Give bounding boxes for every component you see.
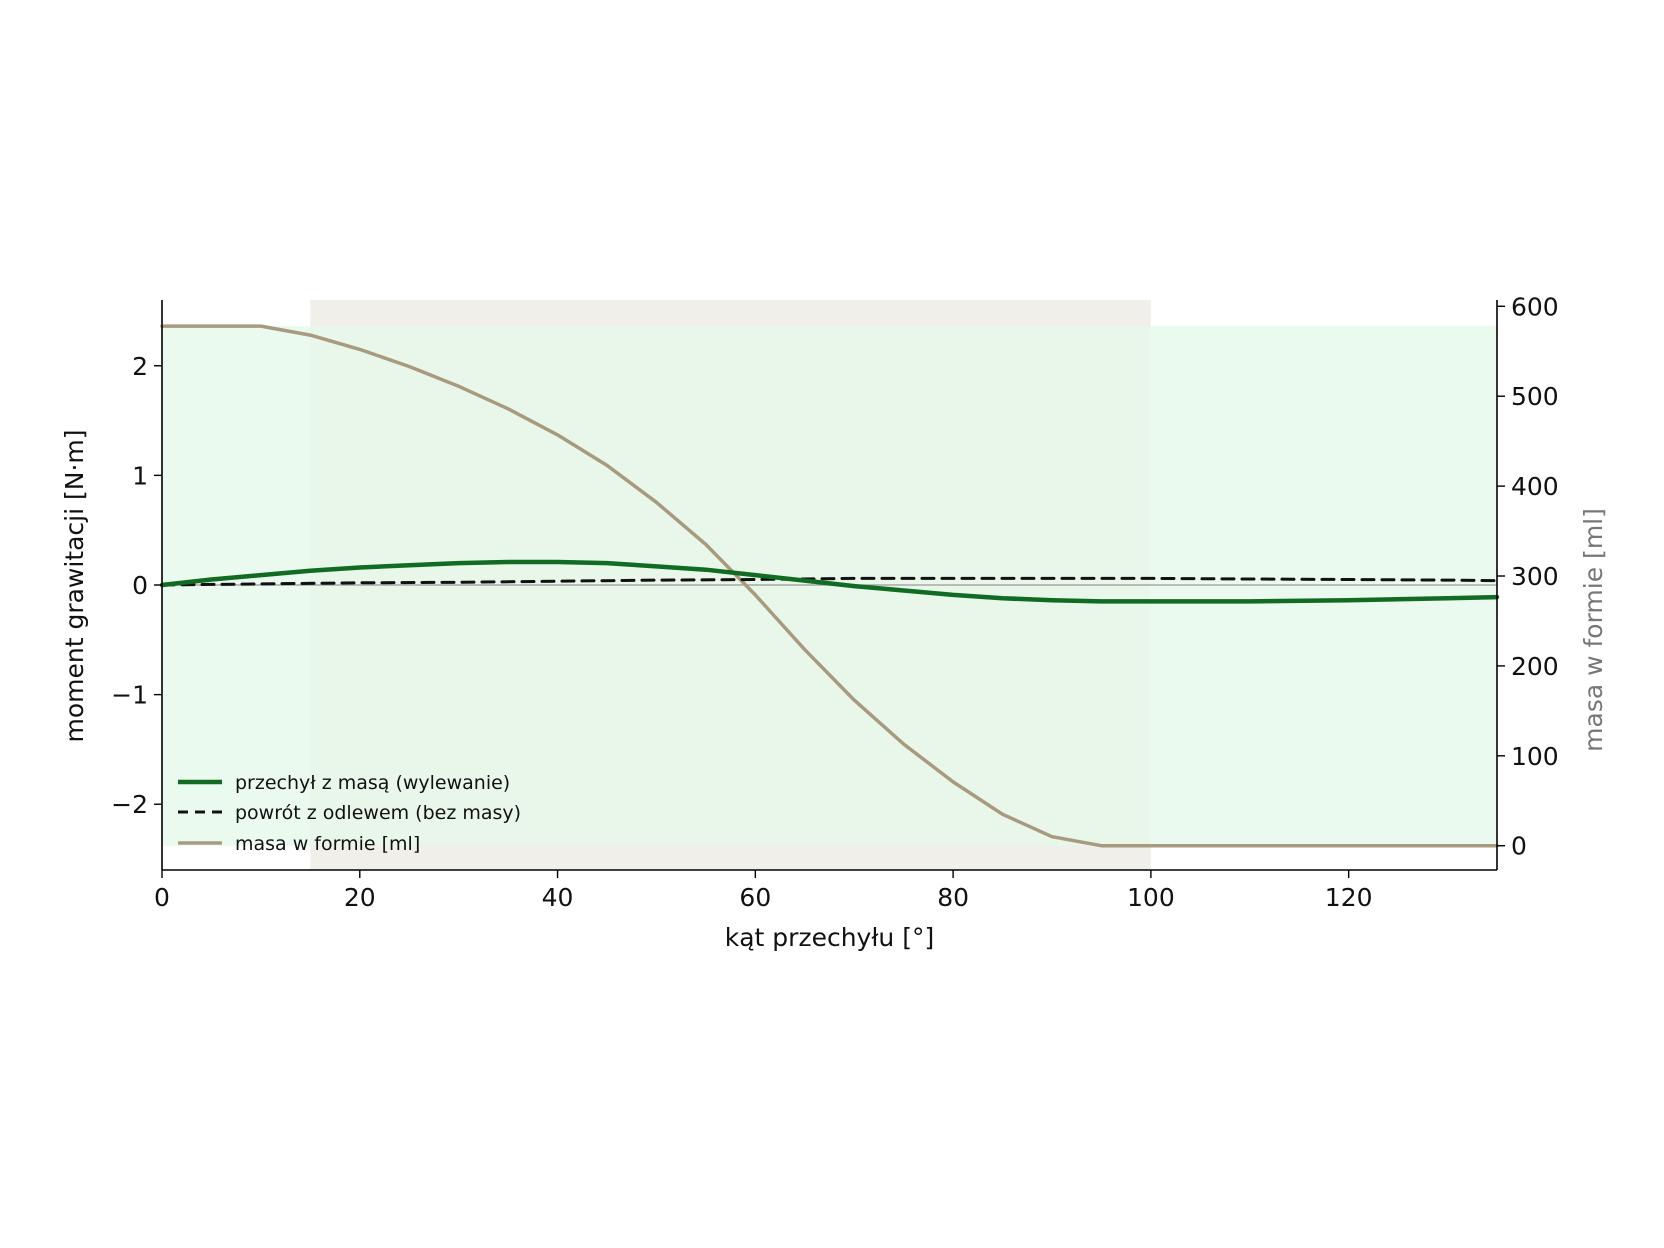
y-axis-label-left: moment grawitacji [N·m] bbox=[60, 429, 89, 742]
legend-label-0: przechył z masą (wylewanie) bbox=[235, 772, 510, 794]
legend-label-2: masa w formie [ml] bbox=[235, 833, 420, 855]
y-right-tick-label-6: 0 bbox=[1511, 832, 1527, 861]
x-tick-label-5: 100 bbox=[1127, 883, 1175, 912]
y-tick-label-3: −1 bbox=[111, 681, 148, 710]
ticks: 0 20 40 60 80 100 120 2 1 0 −1 −2 600 500 400 300 200 100… bbox=[111, 292, 1559, 912]
x-tick-label-2: 40 bbox=[542, 883, 574, 912]
x-tick-label-6: 120 bbox=[1325, 883, 1373, 912]
series-lines bbox=[159, 324, 1500, 848]
y-axis-label-right: masa w formie [ml] bbox=[1579, 508, 1608, 752]
y-right-tick-label-4: 200 bbox=[1511, 652, 1559, 681]
y-right-tick-label-1: 500 bbox=[1511, 382, 1559, 411]
series-line-0 bbox=[159, 559, 1500, 604]
x-tick-label-1: 20 bbox=[344, 883, 376, 912]
x-tick-label-3: 60 bbox=[739, 883, 771, 912]
y-right-tick-label-3: 300 bbox=[1511, 562, 1559, 591]
legend: przechył z masą (wylewanie) powrót z odle… bbox=[178, 772, 521, 855]
series-line-2 bbox=[160, 324, 1499, 848]
series-line-1 bbox=[160, 576, 1499, 587]
y-right-tick-label-0: 600 bbox=[1511, 292, 1559, 321]
shade-band-y-1 bbox=[162, 326, 1497, 846]
y-tick-label-2: 0 bbox=[132, 571, 148, 600]
y-right-tick-label-5: 100 bbox=[1511, 742, 1559, 771]
x-tick-label-0: 0 bbox=[154, 883, 170, 912]
x-axis-label: kąt przechyłu [°] bbox=[725, 923, 935, 952]
y-tick-label-1: 1 bbox=[132, 461, 148, 490]
y-right-tick-label-2: 400 bbox=[1511, 472, 1559, 501]
y-tick-label-0: 2 bbox=[132, 352, 148, 381]
x-tick-label-4: 80 bbox=[937, 883, 969, 912]
legend-label-1: powrót z odlewem (bez masy) bbox=[235, 802, 521, 824]
y-tick-label-4: −2 bbox=[111, 790, 148, 819]
